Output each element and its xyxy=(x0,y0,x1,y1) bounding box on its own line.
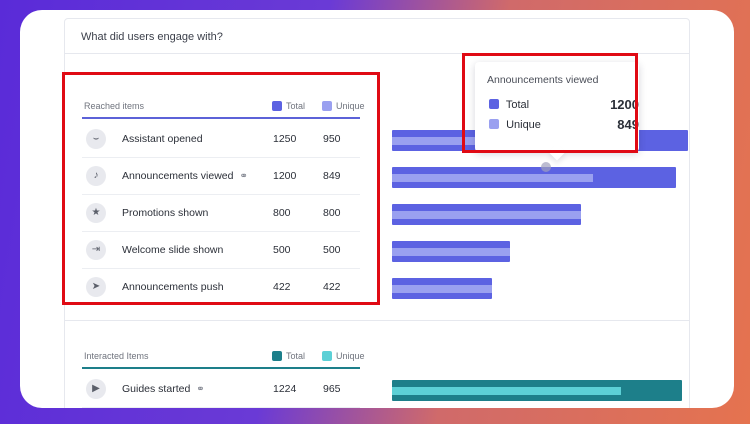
tooltip-unique-label: Unique xyxy=(506,119,541,131)
legend-unique-swatch xyxy=(322,101,332,111)
interacted-items-header: Interacted Items Total Unique xyxy=(82,345,365,369)
legend-total-swatch xyxy=(272,351,282,361)
section-divider xyxy=(65,320,689,321)
item-label-text: Guides started xyxy=(122,383,191,395)
slide-icon: ⇥ xyxy=(86,240,106,260)
tooltip-total-row: Total 1200 xyxy=(489,97,639,112)
list-item[interactable]: ♪ Announcements viewed ⚭ 1200 849 xyxy=(82,158,360,195)
tooltip-total-value: 1200 xyxy=(610,97,639,112)
item-total: 800 xyxy=(273,207,291,219)
item-unique: 965 xyxy=(323,383,341,395)
reached-items-label: Reached items xyxy=(84,101,145,111)
link-icon[interactable]: ⚭ xyxy=(196,384,205,395)
play-icon: ▶ xyxy=(86,379,106,399)
legend-total-label: Total xyxy=(286,351,306,361)
item-label: Assistant opened xyxy=(122,133,203,145)
bar-unique[interactable] xyxy=(392,174,594,182)
highlight-box-table xyxy=(62,72,380,305)
item-label-text: Announcements push xyxy=(122,281,224,293)
legend-total-label: Total xyxy=(286,101,306,111)
bell-icon: ♪ xyxy=(86,166,106,186)
card-divider xyxy=(65,53,689,54)
item-total: 1224 xyxy=(273,383,297,395)
item-total: 500 xyxy=(273,244,291,256)
list-item[interactable]: ⇥ Welcome slide shown 500 500 xyxy=(82,232,360,269)
interacted-items-label: Interacted Items xyxy=(84,351,149,361)
item-total: 1200 xyxy=(273,170,297,182)
item-total: 422 xyxy=(273,281,291,293)
legend-unique-swatch xyxy=(322,351,332,361)
legend-unique[interactable]: Unique xyxy=(322,351,365,361)
tooltip-unique-row: Unique 849 xyxy=(489,117,639,132)
star-icon: ★ xyxy=(86,203,106,223)
item-label: Welcome slide shown xyxy=(122,244,223,256)
card-title: What did users engage with? xyxy=(81,31,223,43)
item-unique: 950 xyxy=(323,133,341,145)
item-label: Guides started ⚭ xyxy=(122,383,205,395)
list-item[interactable]: ➤ Announcements push 422 422 xyxy=(82,269,360,306)
link-icon[interactable]: ⚭ xyxy=(239,171,248,182)
item-unique: 422 xyxy=(323,281,341,293)
tooltip-unique-swatch xyxy=(489,119,499,129)
item-label-text: Assistant opened xyxy=(122,133,203,145)
item-total: 1250 xyxy=(273,133,297,145)
legend-unique-label: Unique xyxy=(336,351,365,361)
tooltip: Announcements viewed Total 1200 Unique 8… xyxy=(475,62,639,161)
item-label: Announcements viewed ⚭ xyxy=(122,170,248,182)
reached-items-header: Reached items Total Unique xyxy=(82,95,365,119)
bar-unique[interactable] xyxy=(392,211,582,219)
item-unique: 849 xyxy=(323,170,341,182)
item-label-text: Announcements viewed xyxy=(122,170,234,182)
item-label-text: Welcome slide shown xyxy=(122,244,224,256)
legend-unique-label: Unique xyxy=(336,101,365,111)
hover-point xyxy=(541,162,551,172)
item-label: Promotions shown xyxy=(122,207,208,219)
item-unique: 800 xyxy=(323,207,341,219)
screenshot-frame: What did users engage with? Reached item… xyxy=(20,10,734,408)
list-item[interactable]: ⌣ Assistant opened 1250 950 xyxy=(82,121,360,158)
tooltip-total-swatch xyxy=(489,99,499,109)
legend-total[interactable]: Total xyxy=(272,101,305,111)
bar-unique[interactable] xyxy=(392,387,621,395)
bar-unique[interactable] xyxy=(392,248,511,256)
highlight-box-tooltip xyxy=(462,53,638,153)
tooltip-title: Announcements viewed xyxy=(487,74,599,86)
item-label-text: Promotions shown xyxy=(122,207,209,219)
magnet-icon: ⌣ xyxy=(86,129,106,149)
legend-total-swatch xyxy=(272,101,282,111)
legend-unique[interactable]: Unique xyxy=(322,101,365,111)
tooltip-unique-value: 849 xyxy=(617,117,639,132)
item-unique: 500 xyxy=(323,244,341,256)
tooltip-total-label: Total xyxy=(505,99,530,111)
list-item[interactable]: ★ Promotions shown 800 800 xyxy=(82,195,360,232)
item-label: Announcements push xyxy=(122,281,224,293)
legend-total[interactable]: Total xyxy=(272,351,305,361)
send-icon: ➤ xyxy=(86,277,106,297)
list-item[interactable]: ▶ Guides started ⚭ 1224 965 xyxy=(82,371,360,408)
bar-unique[interactable] xyxy=(392,285,492,293)
